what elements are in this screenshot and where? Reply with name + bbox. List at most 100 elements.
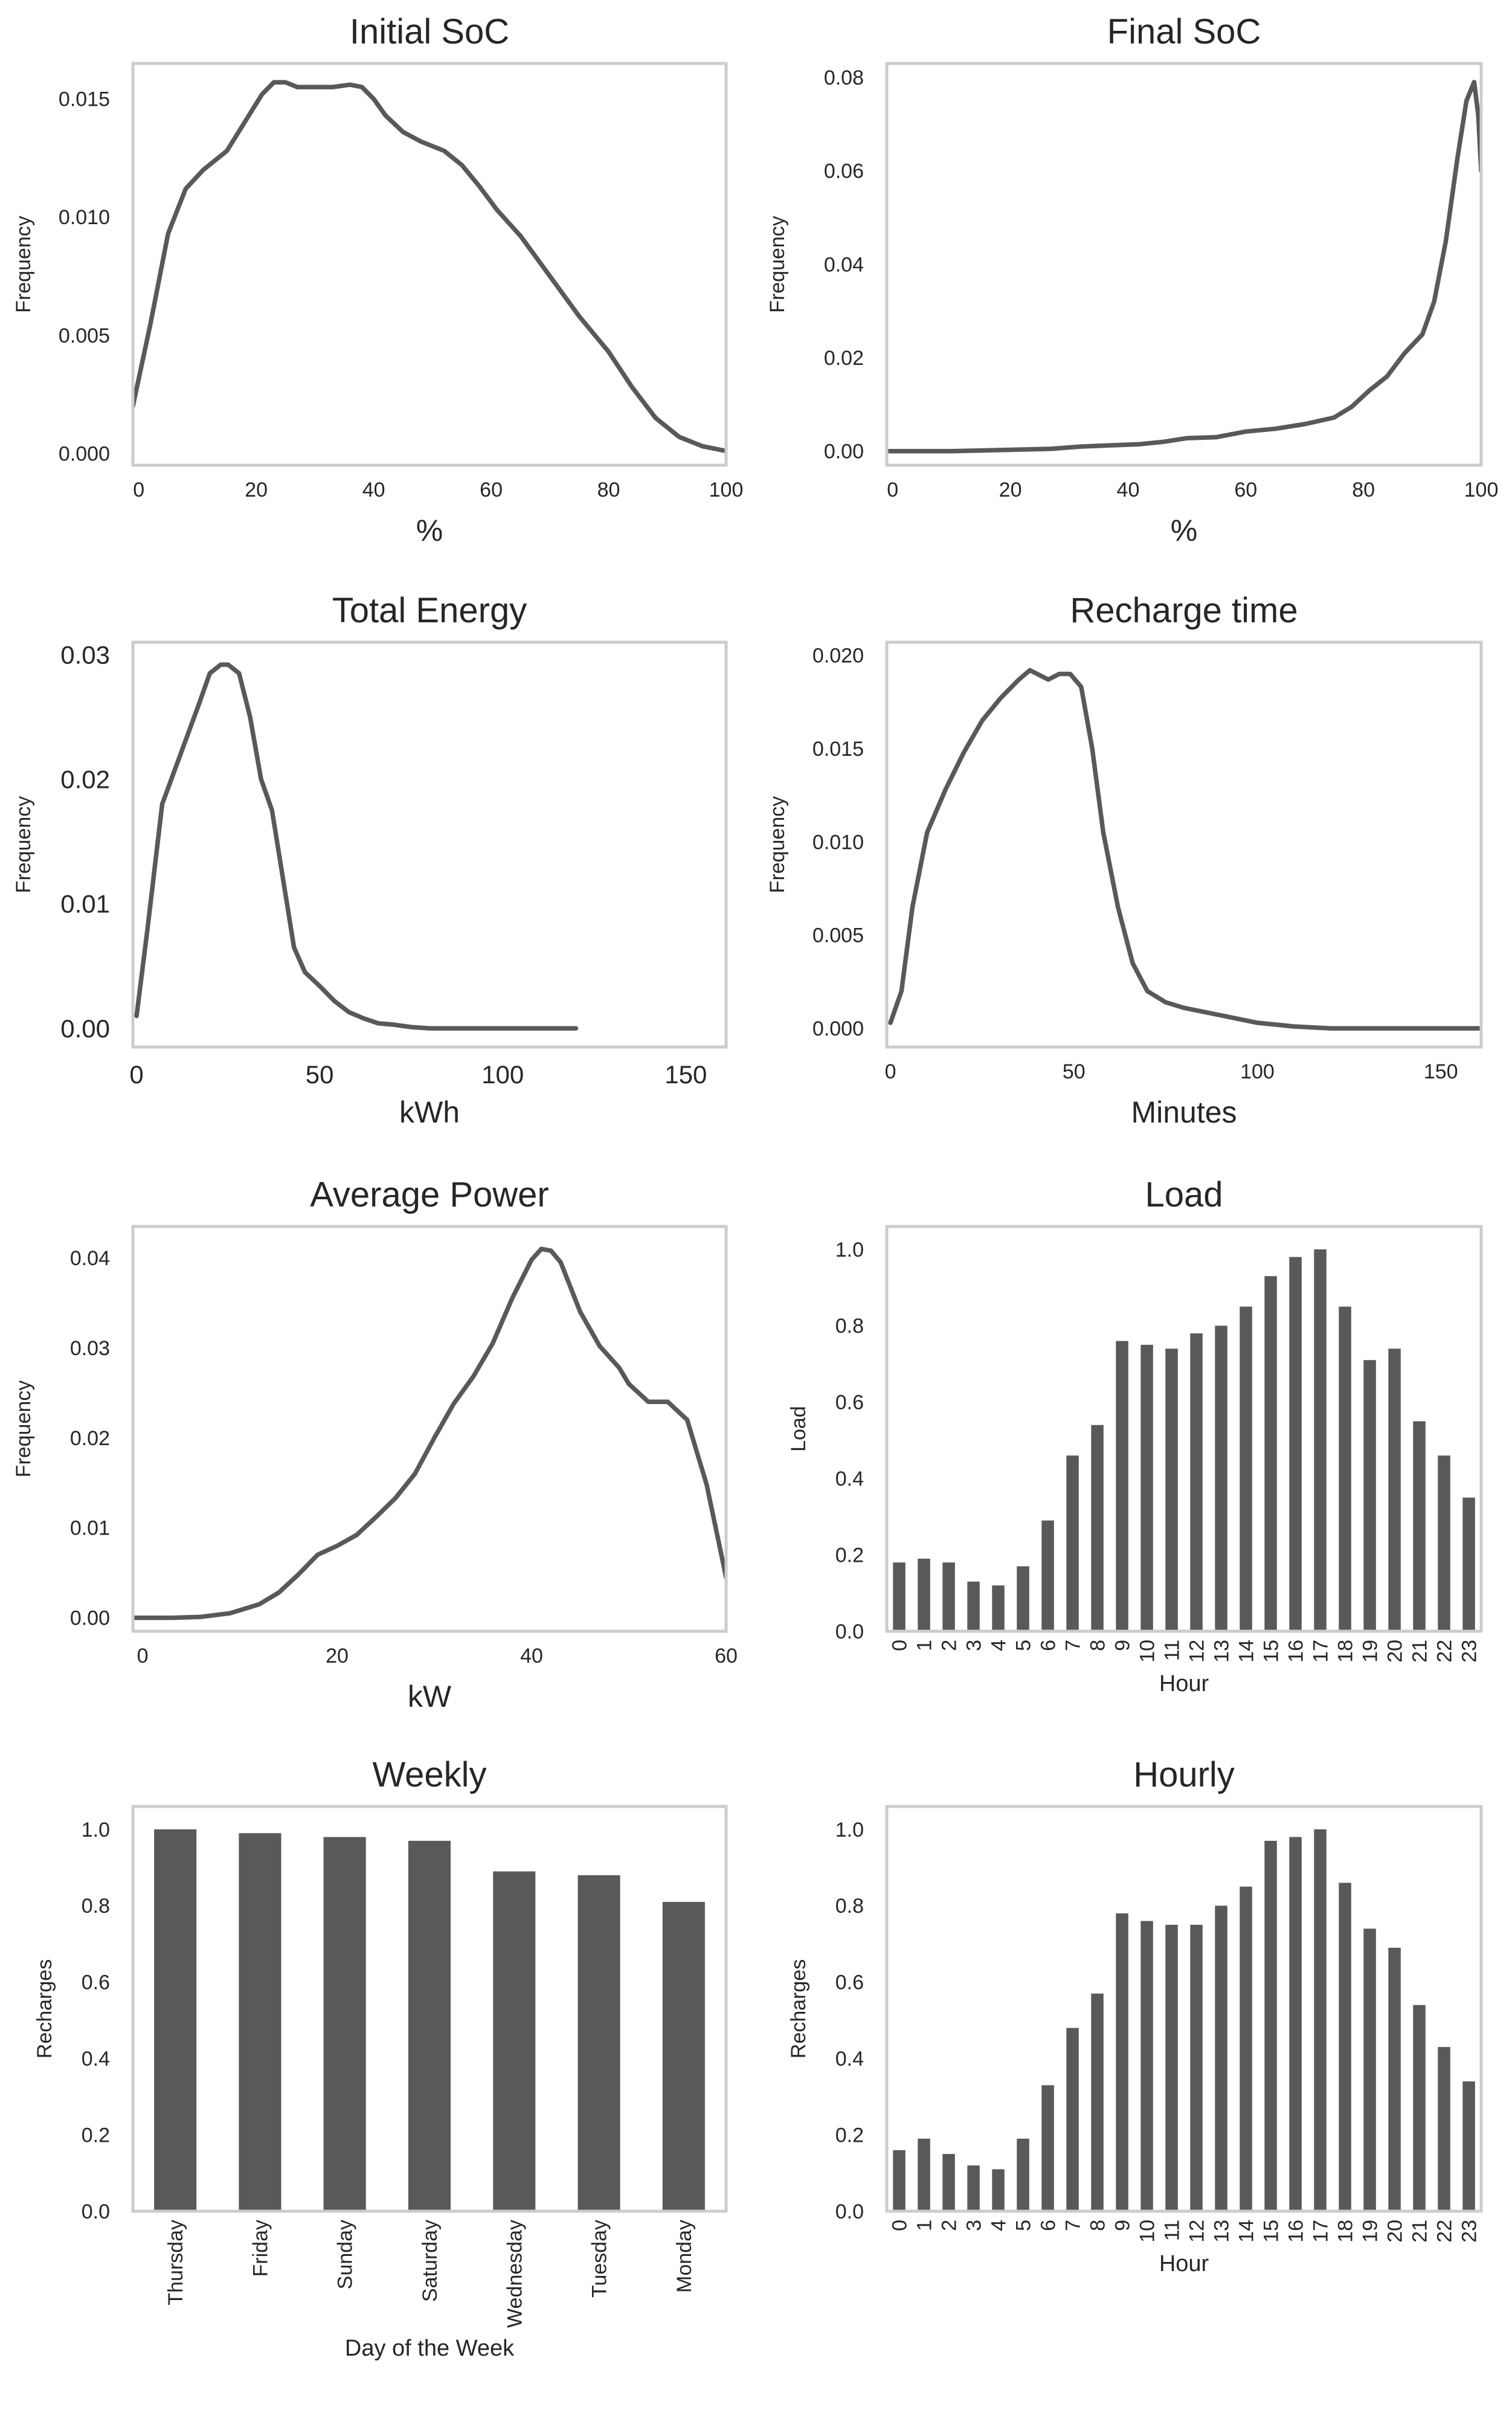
y-tick-label: 0.2 <box>835 2124 864 2147</box>
y-tick-label: 0.8 <box>82 1895 110 1918</box>
x-tick-label: Friday <box>249 2220 272 2276</box>
x-tick-label: 3 <box>963 1640 986 1651</box>
bar-12 <box>1190 1333 1203 1631</box>
bar-13 <box>1215 1326 1227 1631</box>
x-tick-label: 0 <box>889 2220 912 2231</box>
x-tick-label: 50 <box>1063 1060 1086 1083</box>
bar-2 <box>942 2154 955 2211</box>
bar-friday <box>239 1833 281 2211</box>
x-tick-label: 6 <box>1037 1640 1060 1651</box>
x-axis-label: Hour <box>1159 1671 1209 1696</box>
plot-frame <box>885 1225 1483 1633</box>
y-tick-label: 0.02 <box>824 347 864 370</box>
y-tick-label: 0.015 <box>812 738 864 761</box>
bar-18 <box>1339 1306 1351 1631</box>
y-tick-label: 0.01 <box>60 890 110 918</box>
bar-23 <box>1462 2081 1475 2211</box>
x-tick-label: 9 <box>1111 2220 1134 2231</box>
x-tick-label: 40 <box>1117 478 1140 501</box>
bar-23 <box>1462 1497 1475 1631</box>
chart-title: Final SoC <box>1107 12 1261 51</box>
bar-8 <box>1091 1425 1104 1631</box>
x-axis-label: Day of the Week <box>345 2336 515 2361</box>
bar-18 <box>1339 1883 1351 2211</box>
bar-3 <box>967 2165 980 2211</box>
plot-frame <box>131 640 728 1049</box>
bar-11 <box>1165 1348 1178 1631</box>
x-tick-label: 4 <box>988 2220 1011 2231</box>
y-tick-label: 1.0 <box>82 1819 110 1841</box>
x-tick-label: 8 <box>1087 1640 1110 1651</box>
chart-title: Weekly <box>372 1755 486 1794</box>
x-tick-label: 2 <box>938 1640 961 1651</box>
x-tick-label: 0 <box>133 478 144 501</box>
bar-3 <box>967 1581 980 1631</box>
x-tick-label: 10 <box>1136 1640 1159 1663</box>
plot-frame <box>131 62 728 467</box>
x-tick-label: 17 <box>1310 1640 1333 1663</box>
chart-title: Hourly <box>1133 1755 1235 1794</box>
bar-16 <box>1289 1257 1302 1631</box>
bar-21 <box>1413 1421 1426 1631</box>
x-tick-label: 6 <box>1037 2220 1060 2231</box>
x-tick-label: 50 <box>306 1060 334 1089</box>
x-tick-label: 80 <box>1352 478 1375 501</box>
x-tick-label: Saturday <box>419 2220 442 2302</box>
x-tick-label: 0 <box>885 1060 896 1083</box>
chart-title: Average Power <box>310 1175 549 1214</box>
y-axis-label: Frequency <box>766 796 789 894</box>
bar-4 <box>992 1585 1005 1631</box>
y-tick-label: 0.04 <box>70 1247 110 1270</box>
x-axis-label: kWh <box>399 1095 460 1129</box>
bar-5 <box>1017 2138 1029 2211</box>
y-tick-label: 0.005 <box>59 324 110 347</box>
bar-monday <box>662 1902 705 2211</box>
y-axis-label: Frequency <box>12 216 35 313</box>
chart-title: Recharge time <box>1070 591 1298 630</box>
x-tick-label: 9 <box>1111 1640 1134 1651</box>
bar-7 <box>1066 1455 1079 1631</box>
y-tick-label: 0.4 <box>835 1468 864 1490</box>
x-axis-label: kW <box>408 1680 452 1713</box>
y-axis-label: Frequency <box>766 216 789 313</box>
x-tick-label: 100 <box>1240 1060 1275 1083</box>
x-tick-label: 150 <box>664 1060 707 1089</box>
x-tick-label: 16 <box>1285 1640 1308 1663</box>
x-tick-label: 0 <box>129 1060 143 1089</box>
panel-average_power: Average Power 0.00 0.01 0.02 0.03 0.04 Frequen… <box>12 1175 738 1713</box>
bar-8 <box>1091 1993 1104 2211</box>
x-tick-label: 20 <box>1384 1640 1407 1663</box>
bar-22 <box>1438 1455 1450 1631</box>
x-tick-label: 8 <box>1087 2220 1110 2231</box>
y-tick-label: 0.015 <box>59 88 110 111</box>
y-tick-label: 0.000 <box>59 442 110 465</box>
panel-recharge_time: Recharge time 0.000 0.005 0.010 0.015 0.020 Fr… <box>766 591 1483 1129</box>
y-axis-label: Recharges <box>787 1959 810 2058</box>
bar-20 <box>1388 1947 1401 2211</box>
y-tick-label: 0.01 <box>70 1517 110 1540</box>
x-tick-label: 21 <box>1409 1640 1432 1663</box>
y-axis-label: Frequency <box>12 796 35 894</box>
bar-wednesday <box>493 1871 536 2211</box>
density-curve <box>134 662 579 1031</box>
x-axis-label: Minutes <box>1131 1095 1237 1129</box>
x-tick-label: 100 <box>709 478 744 501</box>
density-curve <box>887 80 1481 454</box>
bar-15 <box>1264 1840 1277 2211</box>
bar-10 <box>1140 1344 1153 1631</box>
x-tick-label: 12 <box>1186 2220 1209 2243</box>
panel-total_energy: Total Energy 0.00 0.01 0.02 0.03 Frequency 0 50… <box>12 591 728 1129</box>
x-tick-label: Monday <box>673 2220 696 2293</box>
x-tick-label: 16 <box>1285 2220 1308 2243</box>
x-tick-label: 1 <box>913 1640 936 1651</box>
x-tick-label: 20 <box>245 478 268 501</box>
bar-5 <box>1017 1566 1029 1631</box>
x-tick-label: 18 <box>1334 1640 1357 1663</box>
y-tick-label: 0.04 <box>824 253 864 276</box>
density-curve <box>133 1246 726 1620</box>
x-tick-label: 20 <box>1384 2220 1407 2243</box>
y-tick-label: 0.2 <box>835 1544 864 1567</box>
x-tick-label: 15 <box>1260 2220 1283 2243</box>
y-tick-label: 0.005 <box>812 924 864 947</box>
y-tick-label: 1.0 <box>835 1239 864 1261</box>
